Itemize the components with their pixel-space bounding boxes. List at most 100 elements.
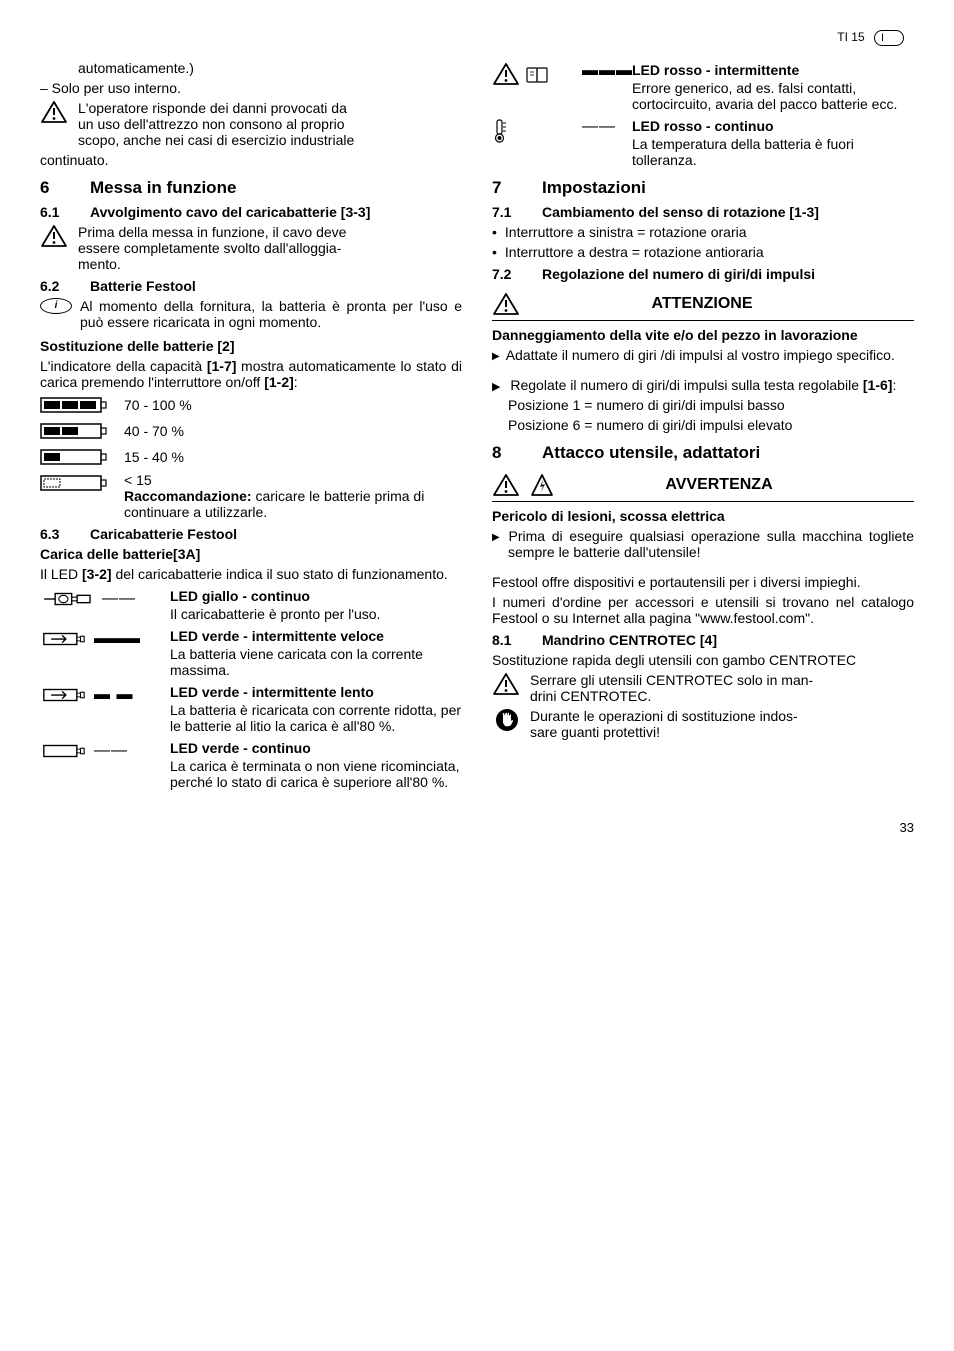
info-battery: i Al momento della fornitura, la batteri…: [40, 298, 462, 330]
led-desc: La batteria viene caricata con la corren…: [170, 646, 462, 678]
led-title: LED verde - intermittente lento: [170, 684, 462, 700]
subheading-sostituzione: Sostituzione delle batterie [2]: [40, 338, 462, 354]
sub-title: Regolazione del numero di giri/di impuls…: [542, 266, 815, 282]
page-number: 33: [40, 820, 914, 835]
list-item: Interruttore a sinistra = rotazione orar…: [492, 224, 914, 240]
warning-operator: L'operatore risponde dei danni provocati…: [40, 100, 462, 148]
battery-row-2: 40 - 70 %: [40, 420, 462, 442]
sub-title: Batterie Festool: [90, 278, 196, 294]
warning-icon: [492, 62, 520, 86]
section-num: 6: [40, 178, 90, 198]
sub-title: Cambiamento del senso di rotazione [1-3]: [542, 204, 819, 220]
led-desc: La temperatura della batteria è fuori to…: [632, 136, 914, 168]
led-title: LED verde - continuo: [170, 740, 462, 756]
text-solo: – Solo per uso interno.: [40, 80, 462, 96]
line-continuous-icon: ——: [102, 590, 136, 608]
battery-label: 70 - 100 %: [124, 397, 462, 413]
sub-num: 8.1: [492, 632, 542, 648]
glove-note: Durante le operazioni di sostituzione in…: [492, 708, 914, 740]
line-continuous-icon: ——: [94, 742, 128, 760]
warn-line: Prima della messa in funzione, il cavo d…: [78, 224, 346, 240]
line-slow-icon: ▬ ▬: [94, 686, 133, 704]
warning-icon: [492, 672, 522, 696]
battery-label: 15 - 40 %: [124, 449, 462, 465]
alert-title: AVVERTENZA: [564, 476, 914, 494]
alert-subtitle: Pericolo di lesioni, scossa elettrica: [492, 508, 914, 524]
plug-empty-icon: [40, 740, 88, 762]
sub-title: Avvolgimento cavo del caricabatterie [3-…: [90, 204, 370, 220]
section-6-2: 6.2 Batterie Festool: [40, 278, 462, 294]
alert-subtitle: Danneggiamento della vite e/o del pezzo …: [492, 327, 914, 343]
sub-title: Caricabatterie Festool: [90, 526, 237, 542]
warning-icon: [492, 292, 520, 316]
sub-num: 7.1: [492, 204, 542, 220]
sub-title: Mandrino CENTROTEC [4]: [542, 632, 717, 648]
led-row-green-slow: ▬ ▬ LED verde - intermittente lento La b…: [40, 684, 462, 734]
sub-num: 6.3: [40, 526, 90, 542]
position-6: Posizione 6 = numero di giri/di impulsi …: [492, 417, 914, 433]
led-row-red-cont: —— LED rosso - continuo La temperatura d…: [492, 118, 914, 168]
battery-row-1: 70 - 100 %: [40, 394, 462, 416]
subheading-carica: Carica delle batterie[3A]: [40, 546, 462, 562]
led-row-red-blink: ▬▬▬ LED rosso - intermittente Errore gen…: [492, 62, 914, 112]
glove-icon: [492, 708, 522, 732]
bolt-icon: [530, 473, 554, 497]
led-row-green-fast: ▬▬▬ LED verde - intermittente veloce La …: [40, 628, 462, 678]
led-title: LED giallo - continuo: [170, 588, 462, 604]
led-title: LED verde - intermittente veloce: [170, 628, 462, 644]
warning-icon: [40, 224, 70, 248]
sub-num: 7.2: [492, 266, 542, 282]
right-column: ▬▬▬ LED rosso - intermittente Errore gen…: [492, 56, 914, 796]
festool-p2: I numeri d'ordine per accessori e utensi…: [492, 594, 914, 626]
warning-centrotec: Serrare gli utensili CENTROTEC solo in m…: [492, 672, 914, 704]
led-title: LED rosso - continuo: [632, 118, 914, 134]
warn-line: mento.: [78, 256, 121, 272]
text-auto: automaticamente.): [40, 60, 462, 76]
section-6-1: 6.1 Avvolgimento cavo del caricabatterie…: [40, 204, 462, 220]
section-title: Attacco utensile, adattatori: [542, 443, 760, 463]
warn-line: continuato.: [40, 152, 462, 168]
section-6: 6 Messa in funzione: [40, 178, 462, 198]
alert-item: Adattate il numero di giri /di impulsi a…: [492, 347, 914, 363]
left-column: automaticamente.) – Solo per uso interno…: [40, 56, 462, 796]
battery-label: 40 - 70 %: [124, 423, 462, 439]
list-item: Interruttore a destra = rotazione antior…: [492, 244, 914, 260]
battery-icon-med: [40, 420, 110, 442]
warn-line: un uso dell'attrezzo non consono al prop…: [78, 116, 345, 132]
section-num: 8: [492, 443, 542, 463]
warning-alert: AVVERTENZA Pericolo di lesioni, scossa e…: [492, 473, 914, 560]
thermometer-icon: [492, 118, 508, 144]
alert-item: Prima di eseguire qualsiasi operazione s…: [492, 528, 914, 560]
section-7-2: 7.2 Regolazione del numero di giri/di im…: [492, 266, 914, 282]
carica-paragraph: Il LED [3-2] del caricabatterie indica i…: [40, 566, 462, 582]
led-title: LED rosso - intermittente: [632, 62, 914, 78]
warn-line: drini CENTROTEC.: [530, 688, 651, 704]
festool-p1: Festool offre dispositivi e portautensil…: [492, 574, 914, 590]
position-1: Posizione 1 = numero di giri/di impulsi …: [492, 397, 914, 413]
led-row-yellow: —— LED giallo - continuo Il caricabatter…: [40, 588, 462, 622]
sub-num: 6.1: [40, 204, 90, 220]
plug-icon: [40, 588, 96, 610]
attention-alert: ATTENZIONE Danneggiamento della vite e/o…: [492, 292, 914, 363]
page-header: TI 15 I: [40, 30, 914, 46]
glove-line: sare guanti protettivi!: [530, 724, 660, 740]
warning-icon: [40, 100, 70, 124]
led-desc: La carica è terminata o non viene ricomi…: [170, 758, 462, 790]
plug-arrow-icon: [40, 684, 88, 706]
warn-line: Serrare gli utensili CENTROTEC solo in m…: [530, 672, 813, 688]
battery-icon-low: [40, 446, 110, 468]
battery-icon-empty: [40, 472, 110, 494]
warn-line: essere completamente svolto dall'alloggi…: [78, 240, 341, 256]
book-icon: [526, 64, 548, 84]
section-8-1: 8.1 Mandrino CENTROTEC [4]: [492, 632, 914, 648]
warn-line: L'operatore risponde dei danni provocati…: [78, 100, 347, 116]
section-title: Impostazioni: [542, 178, 646, 198]
led-desc: Il caricabatterie è pronto per l'uso.: [170, 606, 462, 622]
line-blink-icon: ▬▬▬: [582, 62, 633, 79]
battery-row-4: < 15 Raccomandazione: caricare le batter…: [40, 472, 462, 520]
recommendation: Raccomandazione: caricare le batterie pr…: [124, 488, 462, 520]
section-num: 7: [492, 178, 542, 198]
line-fast-icon: ▬▬▬: [94, 630, 139, 648]
sost-paragraph: L'indicatore della capacità [1-7] mostra…: [40, 358, 462, 390]
header-lang-circle: I: [874, 30, 904, 46]
